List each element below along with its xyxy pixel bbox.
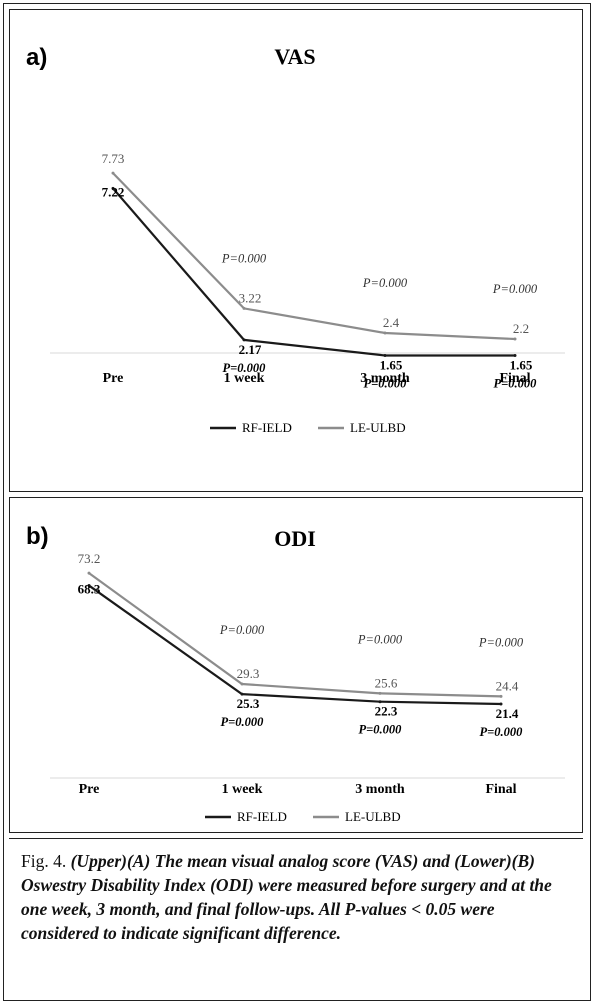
data-point [242,306,246,310]
p-value-lower: P=0.000 [223,361,267,375]
data-label: 1.65 [510,358,533,373]
p-value-lower: P=0.000 [364,377,408,391]
x-tick-label: Final [485,782,516,797]
series-line-rf-ield [112,187,515,357]
data-point [111,186,115,190]
data-label: 29.3 [237,666,260,681]
legend-label: RF-IELD [242,420,292,435]
p-value-upper: P=0.000 [357,632,403,646]
x-tick-label: 1 week [224,371,265,386]
x-tick-label: 1 week [222,782,263,797]
legend-label: RF-IELD [237,809,287,824]
data-label: 2.17 [239,342,262,357]
x-tick-label: Final [499,371,530,386]
data-label: 2.2 [513,321,529,336]
data-point [383,354,387,357]
data-point [499,694,503,698]
series-line-le-ulbd [112,172,516,341]
data-point [513,337,517,341]
p-value-lower: P=0.000 [359,723,403,737]
p-value-lower: P=0.000 [480,725,524,739]
data-label: 7.22 [102,184,125,199]
data-label: 2.4 [383,315,400,330]
data-label: 3.22 [239,290,262,305]
odi-chart-panel: b) ODI Pre 1 week 3 month Final 68.3 25.3 22.3 21… [9,497,583,833]
p-value-upper: P=0.000 [478,635,524,649]
data-point [87,571,91,575]
data-label: 24.4 [496,678,519,693]
data-point [499,702,503,706]
p-value-upper: P=0.000 [221,251,267,265]
x-tick-label: 3 month [360,371,410,386]
p-value-upper: P=0.000 [219,623,265,637]
data-point [240,682,244,686]
legend-label: LE-ULBD [350,420,406,435]
data-label: 68.3 [78,582,101,597]
panel-label: b) [26,523,49,550]
series-line-rf-ield [88,584,502,706]
legend-label: LE-ULBD [345,809,401,824]
vas-chart-panel: a) VAS Pre 1 week 3 month Final 7.22 2.17 1.65 1.… [9,9,583,492]
data-point [87,584,91,588]
chart-title: VAS [274,44,315,69]
data-label: 22.3 [375,704,398,719]
series-line-le-ulbd [88,572,502,698]
data-point [242,338,246,342]
data-label: 73.2 [78,551,101,566]
vas-chart: a) VAS Pre 1 week 3 month Final 7.22 2.17 1.65 1.… [26,44,565,435]
figure-caption: Fig. 4. (Upper)(A) The mean visual analo… [9,838,583,998]
data-point [513,354,517,357]
p-value-lower: P=0.000 [494,377,538,391]
x-tick-label: 3 month [355,782,405,797]
data-label: 21.4 [496,706,519,721]
p-value-upper: P=0.000 [362,276,408,290]
caption-body: (Upper)(A) The mean visual analog score … [21,851,552,943]
data-point [383,331,387,335]
chart-title: ODI [274,526,316,551]
p-value-upper: P=0.000 [492,282,538,296]
data-point [378,691,382,695]
odi-chart: b) ODI Pre 1 week 3 month Final 68.3 25.3 22.3 21… [26,523,565,824]
data-label: 7.73 [102,151,125,166]
x-tick-label: Pre [103,371,124,386]
x-tick-label: Pre [79,782,100,797]
data-label: 1.65 [380,358,403,373]
data-point [240,692,244,696]
data-label: 25.3 [237,696,260,711]
data-label: 25.6 [375,675,398,690]
p-value-lower: P=0.000 [221,715,265,729]
caption-lead: Fig. 4. [21,851,71,871]
figure-frame [3,3,591,1001]
panel-label: a) [26,44,47,71]
data-point [111,171,115,175]
data-point [378,700,382,704]
